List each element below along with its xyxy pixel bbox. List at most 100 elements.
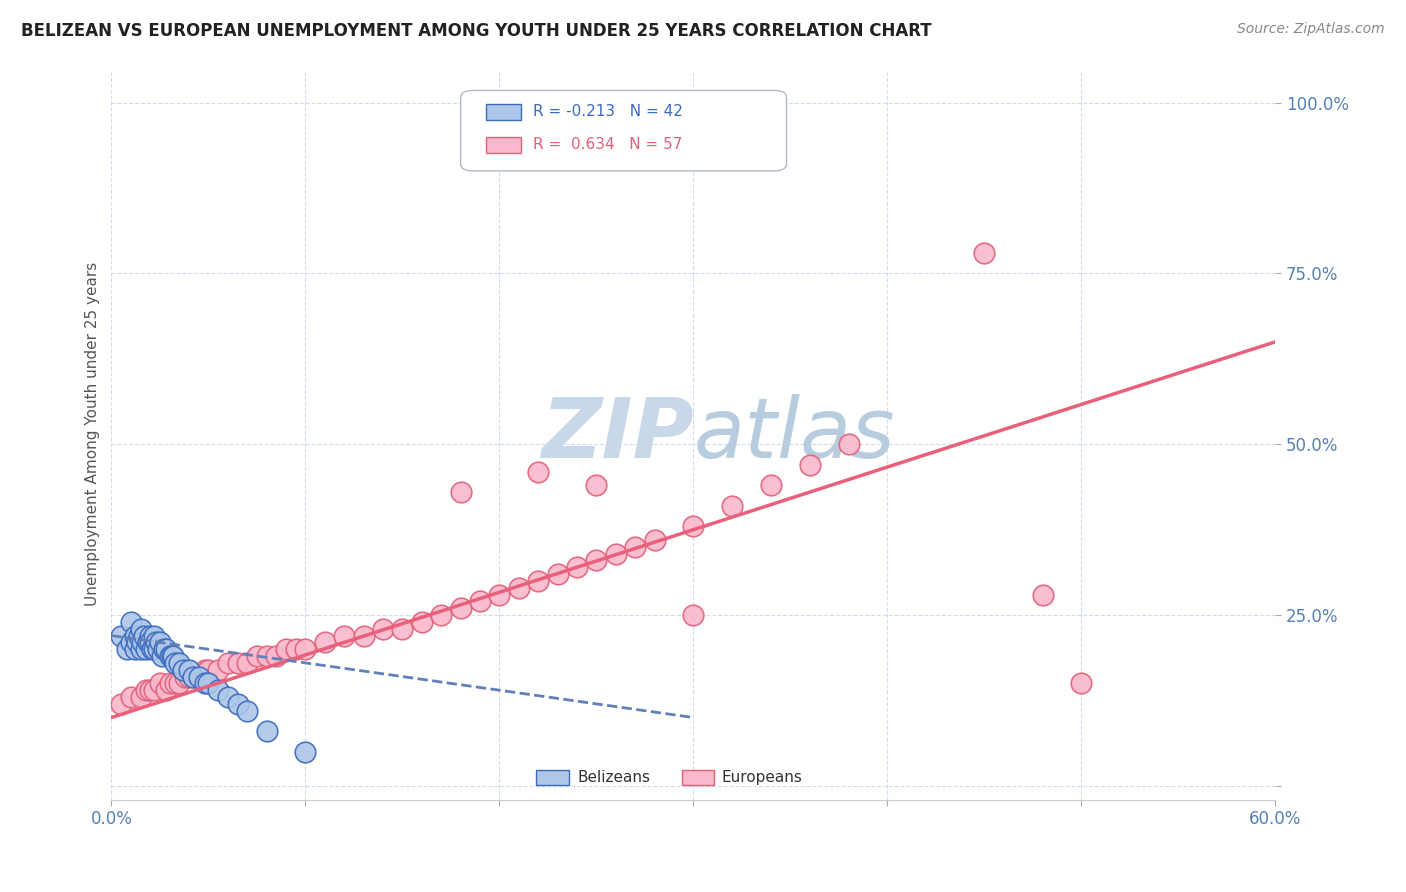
Point xyxy=(226,656,249,670)
Point xyxy=(181,669,204,683)
Point xyxy=(145,635,167,649)
Text: Belizeans: Belizeans xyxy=(576,770,650,785)
Point xyxy=(527,574,550,588)
FancyBboxPatch shape xyxy=(486,136,522,153)
Point xyxy=(162,648,184,663)
Point xyxy=(149,635,172,649)
Point xyxy=(129,622,152,636)
Point xyxy=(682,608,704,623)
Point xyxy=(799,458,821,472)
Point xyxy=(152,642,174,657)
Point xyxy=(207,663,229,677)
Point xyxy=(160,648,183,663)
Text: BELIZEAN VS EUROPEAN UNEMPLOYMENT AMONG YOUTH UNDER 25 YEARS CORRELATION CHART: BELIZEAN VS EUROPEAN UNEMPLOYMENT AMONG … xyxy=(21,22,932,40)
Point xyxy=(135,683,157,698)
Point xyxy=(236,656,259,670)
Point xyxy=(236,704,259,718)
Point xyxy=(181,669,204,683)
Text: R =  0.634   N = 57: R = 0.634 N = 57 xyxy=(533,137,682,152)
Point xyxy=(110,629,132,643)
Text: ZIP: ZIP xyxy=(541,393,693,475)
FancyBboxPatch shape xyxy=(461,90,786,171)
Point xyxy=(150,648,173,663)
Point xyxy=(430,608,453,623)
Point xyxy=(143,629,166,643)
Point xyxy=(143,683,166,698)
Point xyxy=(139,683,162,698)
Point xyxy=(146,642,169,657)
Point xyxy=(411,615,433,629)
Point xyxy=(508,581,530,595)
Point xyxy=(682,519,704,533)
Point xyxy=(139,629,162,643)
Point xyxy=(547,567,569,582)
Point xyxy=(110,697,132,711)
Point xyxy=(371,622,394,636)
FancyBboxPatch shape xyxy=(536,771,569,785)
Point xyxy=(135,642,157,657)
Point xyxy=(169,676,191,690)
Point xyxy=(468,594,491,608)
Point xyxy=(155,642,177,657)
Text: Source: ZipAtlas.com: Source: ZipAtlas.com xyxy=(1237,22,1385,37)
Point xyxy=(165,656,187,670)
Point xyxy=(197,663,219,677)
Point xyxy=(644,533,666,547)
Text: Europeans: Europeans xyxy=(721,770,803,785)
Point xyxy=(294,745,316,759)
Point xyxy=(353,629,375,643)
Point xyxy=(124,629,146,643)
Point xyxy=(125,635,148,649)
Point xyxy=(838,437,860,451)
Point xyxy=(391,622,413,636)
Point xyxy=(143,642,166,657)
Point xyxy=(565,560,588,574)
Point xyxy=(585,553,607,567)
Point xyxy=(187,669,209,683)
Y-axis label: Unemployment Among Youth under 25 years: Unemployment Among Youth under 25 years xyxy=(86,262,100,607)
Point xyxy=(165,676,187,690)
Point xyxy=(1032,588,1054,602)
Point xyxy=(246,648,269,663)
Point xyxy=(207,683,229,698)
Point xyxy=(624,540,647,554)
Text: R = -0.213   N = 42: R = -0.213 N = 42 xyxy=(533,104,683,120)
Point xyxy=(193,676,215,690)
Point xyxy=(177,663,200,677)
Point xyxy=(136,635,159,649)
Point xyxy=(172,663,194,677)
Point xyxy=(274,642,297,657)
Point xyxy=(159,648,181,663)
Point xyxy=(294,642,316,657)
Point xyxy=(450,485,472,500)
Point xyxy=(174,669,197,683)
Point xyxy=(488,588,510,602)
Point xyxy=(973,246,995,260)
Text: atlas: atlas xyxy=(693,393,896,475)
Point xyxy=(169,656,191,670)
Point xyxy=(256,724,278,739)
FancyBboxPatch shape xyxy=(682,771,714,785)
Point xyxy=(120,690,142,704)
Point xyxy=(527,465,550,479)
Point xyxy=(256,648,278,663)
Point xyxy=(155,683,177,698)
Point xyxy=(721,499,744,513)
Point xyxy=(134,629,156,643)
Point xyxy=(226,697,249,711)
Point xyxy=(131,635,153,649)
Point xyxy=(266,648,288,663)
Point xyxy=(120,635,142,649)
Point xyxy=(314,635,336,649)
Point xyxy=(159,676,181,690)
Point xyxy=(129,642,152,657)
Point xyxy=(284,642,307,657)
Point xyxy=(177,669,200,683)
Point xyxy=(139,635,162,649)
Point xyxy=(1070,676,1092,690)
Point xyxy=(585,478,607,492)
Point xyxy=(115,642,138,657)
Point xyxy=(605,547,627,561)
Point xyxy=(193,663,215,677)
Point xyxy=(149,676,172,690)
